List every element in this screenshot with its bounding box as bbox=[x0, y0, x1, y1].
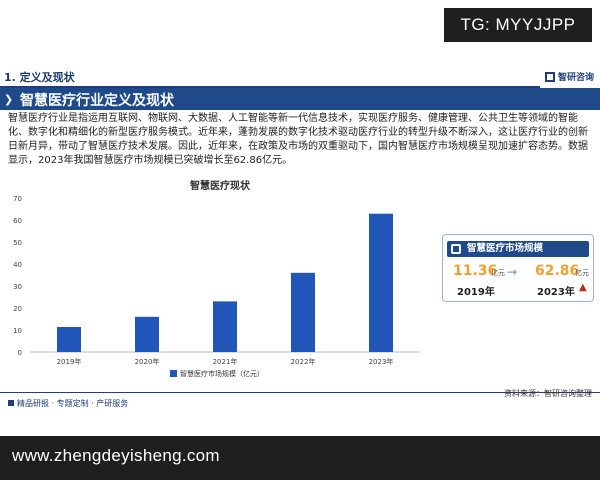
y-tick-label: 0 bbox=[18, 349, 22, 357]
page-title: 智慧医疗行业定义及现状 bbox=[20, 93, 174, 109]
section-header: 1. 定义及现状 智研咨询 bbox=[0, 66, 600, 88]
kpi-to-unit: 亿元 bbox=[575, 269, 589, 277]
body-paragraph: 智慧医疗行业是指运用互联网、物联网、大数据、人工智能等新一代信息技术，实现医疗服… bbox=[8, 113, 588, 166]
kpi-title-bar: 智慧医疗市场规模 bbox=[447, 241, 589, 257]
chevron-right-icon: ❯ bbox=[4, 93, 14, 106]
arrow-up-icon: ▲ bbox=[579, 282, 587, 293]
website-url: www.zhengdeyisheng.com bbox=[12, 446, 220, 465]
y-tick-label: 50 bbox=[13, 239, 22, 247]
chart-icon bbox=[451, 244, 461, 254]
x-tick-label: 2020年 bbox=[135, 357, 160, 366]
footer-left: 精品研报 · 专题定制 · 产研服务 bbox=[8, 398, 128, 409]
top-banner: TG: MYYJJPP bbox=[0, 0, 600, 46]
footer-left-text: 精品研报 · 专题定制 · 产研服务 bbox=[17, 399, 129, 408]
bar bbox=[369, 213, 393, 352]
section-title: 1. 定义及现状 bbox=[4, 71, 75, 84]
kpi-card: 智慧医疗市场规模 11.36 亿元 → 62.86 亿元 2019年 2023年… bbox=[442, 234, 594, 302]
bottom-banner: www.zhengdeyisheng.com bbox=[0, 436, 600, 480]
x-tick-label: 2023年 bbox=[369, 357, 394, 366]
title-bar: ❯ 智慧医疗行业定义及现状 bbox=[0, 88, 600, 110]
slide: 1. 定义及现状 智研咨询 ❯ 智慧医疗行业定义及现状 智慧医疗行业是指运用互联… bbox=[0, 62, 600, 412]
brand-name: 智研咨询 bbox=[557, 73, 594, 83]
arrow-right-icon: → bbox=[507, 265, 518, 279]
kpi-to-year: 2023年 bbox=[537, 287, 575, 298]
chart-title: 智慧医疗现状 bbox=[190, 181, 250, 192]
x-tick-label: 2022年 bbox=[291, 357, 316, 366]
tg-label: TG: MYYJJPP bbox=[444, 8, 592, 42]
bar-chart: 0 10 20 30 40 50 60 70 2019年 2020年 2021年 2022年 2023年… bbox=[13, 195, 420, 378]
kpi-title: 智慧医疗市场规模 bbox=[467, 243, 544, 254]
x-tick-label: 2019年 bbox=[57, 357, 82, 366]
footer-source: 资料来源：智研咨询整理 bbox=[504, 389, 592, 398]
y-tick-label: 70 bbox=[13, 195, 22, 203]
bar bbox=[57, 327, 81, 352]
kpi-from-year: 2019年 bbox=[457, 287, 495, 298]
x-tick-label: 2021年 bbox=[213, 357, 238, 366]
y-tick-label: 40 bbox=[13, 261, 22, 269]
kpi-to-value: 62.86 bbox=[535, 263, 580, 279]
brand-logo: 智研咨询 bbox=[544, 70, 594, 83]
y-tick-label: 60 bbox=[13, 217, 22, 225]
y-tick-label: 20 bbox=[13, 305, 22, 313]
section-divider bbox=[0, 86, 540, 88]
y-tick-label: 10 bbox=[13, 327, 22, 335]
bar bbox=[135, 316, 159, 352]
y-tick-label: 30 bbox=[13, 283, 22, 291]
legend-label: 智慧医疗市场规模（亿元） bbox=[180, 369, 264, 378]
bar bbox=[291, 272, 315, 352]
bar bbox=[213, 301, 237, 352]
legend-swatch bbox=[170, 370, 177, 377]
footer-divider bbox=[0, 392, 600, 393]
kpi-from-value: 11.36 bbox=[453, 263, 498, 279]
kpi-from-unit: 亿元 bbox=[491, 269, 505, 277]
brand-icon bbox=[544, 72, 555, 82]
brand-small-icon bbox=[8, 400, 14, 406]
